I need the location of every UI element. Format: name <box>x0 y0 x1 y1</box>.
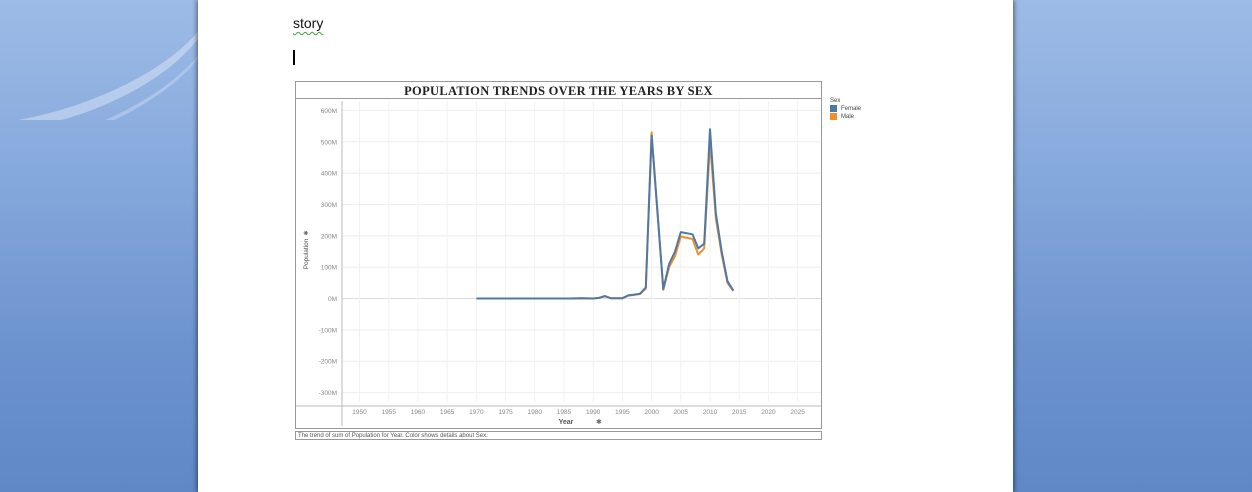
chart-title: POPULATION TRENDS OVER THE YEARS BY SEX <box>404 84 713 98</box>
legend: Sex Female Male <box>830 98 861 120</box>
chart-caption-box: The trend of sum of Population for Year.… <box>295 431 822 440</box>
x-tick-label: 1955 <box>381 409 396 416</box>
series-lines <box>476 128 735 300</box>
x-sort-icon[interactable]: ✱ <box>596 418 602 426</box>
legend-swatch-female <box>830 105 837 112</box>
y-tick-label: 600M <box>321 108 337 115</box>
background-swoosh <box>0 0 198 120</box>
x-tick-label: 2000 <box>644 409 659 416</box>
legend-item-female[interactable]: Female <box>830 105 861 112</box>
x-tick-label: 1975 <box>498 409 513 416</box>
tick-labels: 600M 500M 400M 300M 200M 100M 0M -100M -200M -300… <box>319 108 806 416</box>
chart-caption: The trend of sum of Population for Year.… <box>298 433 488 439</box>
legend-item-male[interactable]: Male <box>830 113 861 120</box>
legend-label-male: Male <box>841 113 855 120</box>
x-tick-label: 2025 <box>790 409 805 416</box>
x-tick-label: 1965 <box>440 409 455 416</box>
chart-frame[interactable]: POPULATION TRENDS OVER THE YEARS BY SEX … <box>295 81 822 429</box>
x-tick-label: 1990 <box>586 409 601 416</box>
y-tick-label: 200M <box>321 233 337 240</box>
svg-text:✱: ✱ <box>303 230 310 235</box>
x-tick-label: 1995 <box>615 409 630 416</box>
svg-text:✱: ✱ <box>596 418 602 426</box>
y-tick-label: 400M <box>321 171 337 178</box>
y-tick-label: 300M <box>321 202 337 209</box>
x-tick-label: 1980 <box>528 409 543 416</box>
x-tick-label: 2010 <box>703 409 718 416</box>
x-tick-label: 1950 <box>352 409 367 416</box>
y-tick-label: -200M <box>319 359 337 366</box>
x-tick-label: 2015 <box>732 409 747 416</box>
legend-label-female: Female <box>841 105 862 112</box>
series-line-female[interactable] <box>476 128 735 300</box>
y-sort-icon[interactable]: ✱ <box>303 230 310 235</box>
line-chart[interactable]: 600M 500M 400M 300M 200M 100M 0M -100M -200M -300… <box>296 99 821 429</box>
grid-lines <box>342 101 821 402</box>
x-tick-label: 1970 <box>469 409 484 416</box>
y-tick-label: 0M <box>328 296 337 303</box>
legend-swatch-male <box>830 113 837 120</box>
chart-title-box: POPULATION TRENDS OVER THE YEARS BY SEX <box>296 82 821 99</box>
y-tick-label: -300M <box>319 390 337 397</box>
x-tick-label: 1960 <box>411 409 426 416</box>
y-axis-label: Population <box>303 238 310 269</box>
y-tick-label: 100M <box>321 265 337 272</box>
legend-title: Sex <box>830 98 841 104</box>
x-axis-label: Year <box>559 419 574 426</box>
axes <box>296 101 821 426</box>
text-cursor <box>293 50 295 65</box>
x-tick-label: 2020 <box>761 409 776 416</box>
x-tick-label: 1985 <box>557 409 572 416</box>
y-tick-label: -100M <box>319 327 337 334</box>
document-text-story[interactable]: story <box>293 15 324 31</box>
x-tick-label: 2005 <box>674 409 689 416</box>
y-tick-label: 500M <box>321 139 337 146</box>
series-line-male[interactable] <box>476 131 735 300</box>
document-page[interactable]: story POPULATION TRENDS OVER THE YEARS B… <box>198 0 1013 492</box>
